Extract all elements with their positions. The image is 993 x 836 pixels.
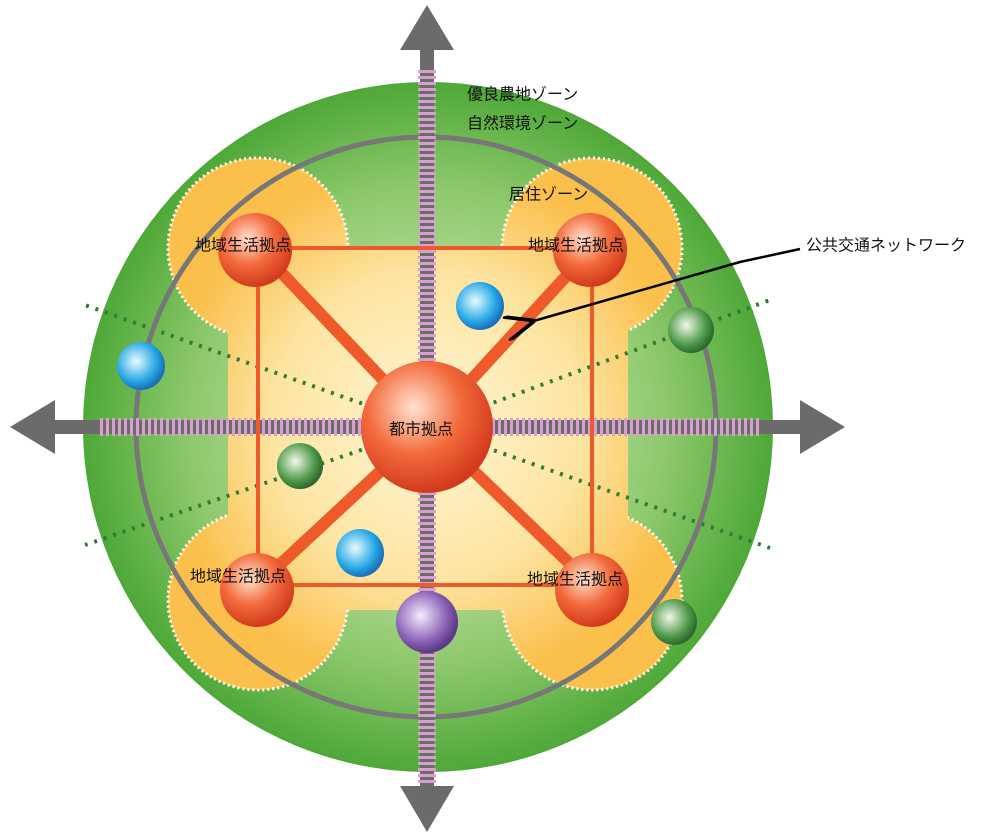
city-center-node bbox=[361, 361, 493, 493]
callout-arrow bbox=[530, 247, 801, 322]
local-center-label: 地域生活拠点 bbox=[528, 236, 624, 255]
callout-label: 公共交通ネットワーク bbox=[806, 236, 966, 255]
local-center-label: 地域生活拠点 bbox=[195, 236, 291, 255]
city-center-label: 都市拠点 bbox=[389, 420, 453, 439]
facility-balls bbox=[117, 282, 714, 653]
natural-label: 自然環境ゾーン bbox=[467, 114, 578, 133]
local-center-label: 地域生活拠点 bbox=[190, 567, 286, 586]
agri-label: 優良農地ゾーン bbox=[467, 85, 578, 104]
local-center-label: 地域生活拠点 bbox=[527, 570, 623, 589]
residential-label: 居住ゾーン bbox=[509, 185, 588, 204]
local-center-nodes bbox=[218, 213, 629, 627]
